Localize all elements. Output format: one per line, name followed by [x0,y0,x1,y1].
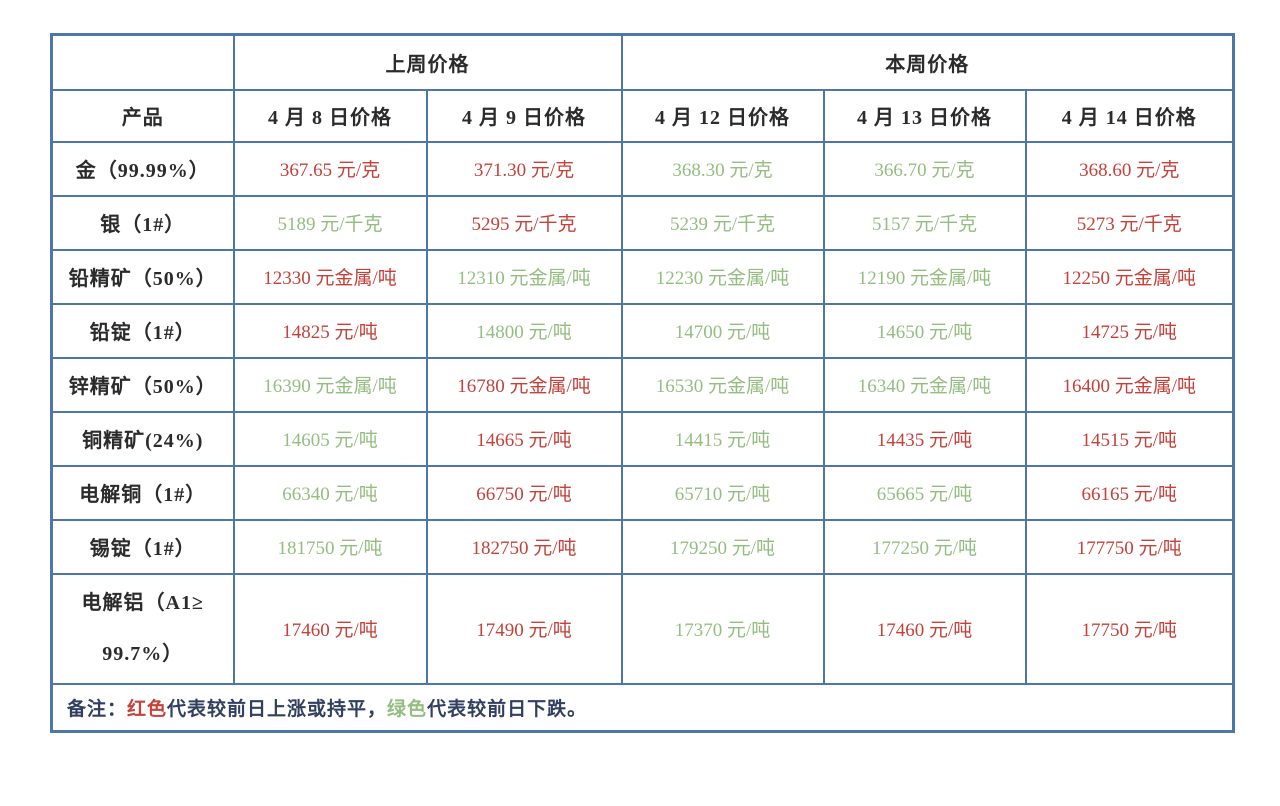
price-cell: 16530 元金属/吨 [620,356,825,413]
price-cell: 17460 元/吨 [232,572,428,685]
product-cell: 锡锭（1#） [50,518,235,575]
price-cell: 14725 元/吨 [1024,302,1235,359]
table-row: 铅精矿（50%） 12330 元金属/吨 12310 元金属/吨 12230 元金属/… [50,248,1235,305]
price-cell: 12330 元金属/吨 [232,248,428,305]
product-cell: 铅精矿（50%） [50,248,235,305]
column-header-row: 产品 4 月 8 日价格 4 月 9 日价格 4 月 12 日价格 4 月 13… [50,88,1235,143]
column-header-apr8: 4 月 8 日价格 [232,88,428,143]
price-cell: 12230 元金属/吨 [620,248,825,305]
note-segment: 备注： [67,698,128,720]
price-cell: 65710 元/吨 [620,464,825,521]
price-cell: 14415 元/吨 [620,410,825,467]
product-cell: 电解铝（A1≥ 99.7%） [50,572,235,685]
price-cell: 177250 元/吨 [822,518,1027,575]
column-header-apr9: 4 月 9 日价格 [425,88,623,143]
column-header-apr13: 4 月 13 日价格 [822,88,1027,143]
product-cell: 铅锭（1#） [50,302,235,359]
price-cell: 182750 元/吨 [425,518,623,575]
price-cell: 5295 元/千克 [425,194,623,251]
note-segment: 代表较前日下跌。 [427,698,588,720]
this-week-header: 本周价格 [620,33,1235,91]
price-cell: 16400 元金属/吨 [1024,356,1235,413]
price-cell: 177750 元/吨 [1024,518,1235,575]
product-cell: 银（1#） [50,194,235,251]
price-cell: 368.30 元/克 [620,140,825,197]
product-cell: 电解铜（1#） [50,464,235,521]
note-segment: 代表较前日上涨或持平， [167,698,388,720]
product-cell: 金（99.99%） [50,140,235,197]
price-cell: 16390 元金属/吨 [232,356,428,413]
table-row: 金（99.99%） 367.65 元/克 371.30 元/克 368.30 元/克 3… [50,140,1235,197]
price-cell: 5273 元/千克 [1024,194,1235,251]
price-cell: 16340 元金属/吨 [822,356,1027,413]
group-header-row: 上周价格 本周价格 [50,33,1235,91]
note-cell: 备注：红色代表较前日上涨或持平，绿色代表较前日下跌。 [50,682,1235,733]
column-header-apr14: 4 月 14 日价格 [1024,88,1235,143]
price-cell: 371.30 元/克 [425,140,623,197]
table-row: 锡锭（1#） 181750 元/吨 182750 元/吨 179250 元/吨 1772… [50,518,1235,575]
price-cell: 14435 元/吨 [822,410,1027,467]
price-cell: 16780 元金属/吨 [425,356,623,413]
price-cell: 12250 元金属/吨 [1024,248,1235,305]
price-cell: 14650 元/吨 [822,302,1027,359]
price-cell: 65665 元/吨 [822,464,1027,521]
price-cell: 181750 元/吨 [232,518,428,575]
price-cell: 366.70 元/克 [822,140,1027,197]
price-cell: 14605 元/吨 [232,410,428,467]
price-rows: 金（99.99%） 367.65 元/克 371.30 元/克 368.30 元/克 3… [50,140,1235,685]
price-table: 上周价格 本周价格 产品 4 月 8 日价格 4 月 9 日价格 4 月 12 … [50,33,1235,733]
price-cell: 66750 元/吨 [425,464,623,521]
price-cell: 66165 元/吨 [1024,464,1235,521]
price-cell: 12310 元金属/吨 [425,248,623,305]
price-cell: 17750 元/吨 [1024,572,1235,685]
price-cell: 5239 元/千克 [620,194,825,251]
column-header-apr12: 4 月 12 日价格 [620,88,825,143]
price-cell: 368.60 元/克 [1024,140,1235,197]
last-week-header: 上周价格 [232,33,623,91]
price-cell: 5157 元/千克 [822,194,1027,251]
price-cell: 179250 元/吨 [620,518,825,575]
table-row: 锌精矿（50%） 16390 元金属/吨 16780 元金属/吨 16530 元金属/… [50,356,1235,413]
table-row: 电解铝（A1≥ 99.7%） 17460 元/吨 17490 元/吨 17370 元/… [50,572,1235,685]
price-cell: 17490 元/吨 [425,572,623,685]
note-row: 备注：红色代表较前日上涨或持平，绿色代表较前日下跌。 [50,682,1235,733]
table-row: 铜精矿(24%) 14605 元/吨 14665 元/吨 14415 元/吨 14435… [50,410,1235,467]
product-cell: 锌精矿（50%） [50,356,235,413]
table-row: 电解铜（1#） 66340 元/吨 66750 元/吨 65710 元/吨 65665 … [50,464,1235,521]
price-cell: 5189 元/千克 [232,194,428,251]
price-cell: 14665 元/吨 [425,410,623,467]
price-cell: 66340 元/吨 [232,464,428,521]
price-cell: 12190 元金属/吨 [822,248,1027,305]
price-cell: 14800 元/吨 [425,302,623,359]
column-header-product: 产品 [50,88,235,143]
price-cell: 17460 元/吨 [822,572,1027,685]
corner-cell [50,33,235,91]
price-cell: 14700 元/吨 [620,302,825,359]
price-cell: 14825 元/吨 [232,302,428,359]
product-cell: 铜精矿(24%) [50,410,235,467]
price-cell: 17370 元/吨 [620,572,825,685]
price-cell: 14515 元/吨 [1024,410,1235,467]
price-cell: 367.65 元/克 [232,140,428,197]
note-segment: 绿色 [387,698,428,720]
table-row: 铅锭（1#） 14825 元/吨 14800 元/吨 14700 元/吨 14650 元… [50,302,1235,359]
table-row: 银（1#） 5189 元/千克 5295 元/千克 5239 元/千克 5157 元/千… [50,194,1235,251]
note-segment: 红色 [127,698,168,720]
